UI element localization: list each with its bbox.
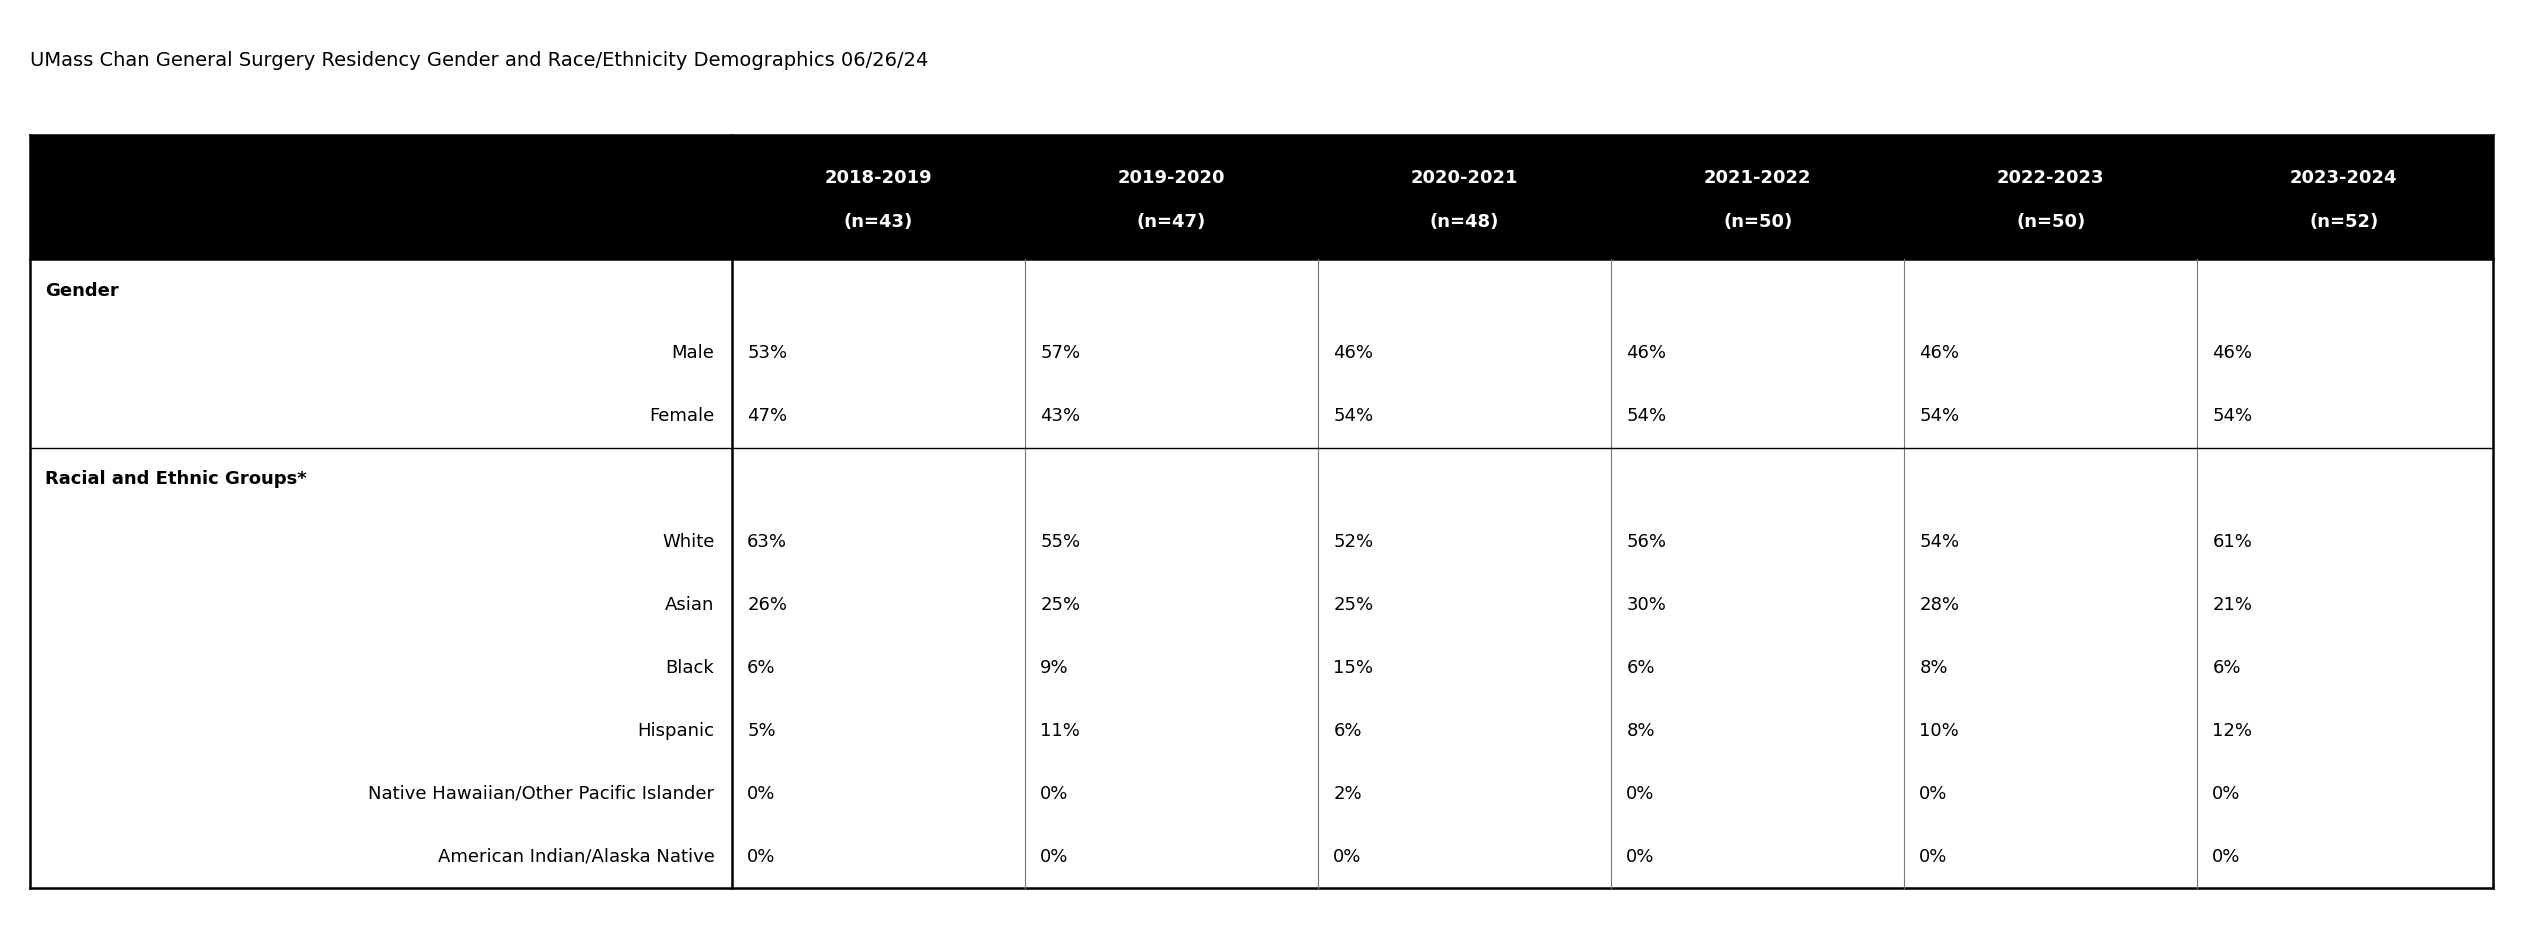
- Text: 2023-2024: 2023-2024: [2291, 169, 2397, 187]
- Text: 0%: 0%: [747, 848, 775, 866]
- Text: 6%: 6%: [1627, 659, 1655, 677]
- Text: 2%: 2%: [1332, 785, 1362, 803]
- Text: (n=43): (n=43): [845, 213, 913, 231]
- Text: 9%: 9%: [1039, 659, 1070, 677]
- Text: 54%: 54%: [1920, 533, 1960, 551]
- Text: 56%: 56%: [1627, 533, 1665, 551]
- Text: 21%: 21%: [2213, 596, 2253, 614]
- Text: 2018-2019: 2018-2019: [825, 169, 934, 187]
- Text: 54%: 54%: [1332, 407, 1373, 425]
- Text: (n=47): (n=47): [1138, 213, 1206, 231]
- Text: 12%: 12%: [2213, 722, 2253, 740]
- Text: White: White: [661, 533, 714, 551]
- Text: 54%: 54%: [2213, 407, 2253, 425]
- Text: 15%: 15%: [1332, 659, 1373, 677]
- Text: 2019-2020: 2019-2020: [1118, 169, 1226, 187]
- Text: (n=50): (n=50): [1723, 213, 1791, 231]
- Text: 0%: 0%: [1627, 785, 1655, 803]
- Text: 0%: 0%: [1627, 848, 1655, 866]
- Text: 2021-2022: 2021-2022: [1703, 169, 1812, 187]
- Text: Asian: Asian: [666, 596, 714, 614]
- Text: 30%: 30%: [1627, 596, 1665, 614]
- Text: Racial and Ethnic Groups*: Racial and Ethnic Groups*: [45, 471, 308, 488]
- Text: 61%: 61%: [2213, 533, 2253, 551]
- Text: (n=48): (n=48): [1431, 213, 1499, 231]
- Text: 46%: 46%: [1332, 344, 1373, 363]
- Text: 63%: 63%: [747, 533, 787, 551]
- Text: 6%: 6%: [1332, 722, 1362, 740]
- Text: 46%: 46%: [1627, 344, 1665, 363]
- Text: 0%: 0%: [1039, 785, 1070, 803]
- Text: 11%: 11%: [1039, 722, 1080, 740]
- Text: 54%: 54%: [1627, 407, 1665, 425]
- Text: 53%: 53%: [747, 344, 787, 363]
- Text: 6%: 6%: [747, 659, 775, 677]
- Text: 46%: 46%: [1920, 344, 1960, 363]
- Text: 28%: 28%: [1920, 596, 1960, 614]
- Text: 2022-2023: 2022-2023: [1998, 169, 2104, 187]
- Text: 43%: 43%: [1039, 407, 1080, 425]
- Text: UMass Chan General Surgery Residency Gender and Race/Ethnicity Demographics 06/2: UMass Chan General Surgery Residency Gen…: [30, 51, 928, 70]
- Text: Native Hawaiian/Other Pacific Islander: Native Hawaiian/Other Pacific Islander: [368, 785, 714, 803]
- Text: 5%: 5%: [747, 722, 777, 740]
- Text: 2020-2021: 2020-2021: [1410, 169, 1519, 187]
- Text: 0%: 0%: [1332, 848, 1362, 866]
- Text: 47%: 47%: [747, 407, 787, 425]
- Text: 6%: 6%: [2213, 659, 2240, 677]
- Text: (n=52): (n=52): [2309, 213, 2379, 231]
- Text: Black: Black: [666, 659, 714, 677]
- Text: 26%: 26%: [747, 596, 787, 614]
- Text: 46%: 46%: [2213, 344, 2253, 363]
- Text: 0%: 0%: [1920, 785, 1948, 803]
- Text: Male: Male: [671, 344, 714, 363]
- Text: Hispanic: Hispanic: [638, 722, 714, 740]
- Text: 10%: 10%: [1920, 722, 1958, 740]
- Text: American Indian/Alaska Native: American Indian/Alaska Native: [436, 848, 714, 866]
- Text: 0%: 0%: [1920, 848, 1948, 866]
- Text: 25%: 25%: [1039, 596, 1080, 614]
- Text: 0%: 0%: [2213, 785, 2240, 803]
- Text: Gender: Gender: [45, 282, 119, 299]
- Text: 8%: 8%: [1920, 659, 1948, 677]
- Text: 0%: 0%: [1039, 848, 1070, 866]
- Text: (n=50): (n=50): [2016, 213, 2087, 231]
- Text: Female: Female: [648, 407, 714, 425]
- Text: 0%: 0%: [2213, 848, 2240, 866]
- Text: 54%: 54%: [1920, 407, 1960, 425]
- Text: 55%: 55%: [1039, 533, 1080, 551]
- Text: 25%: 25%: [1332, 596, 1373, 614]
- Text: 57%: 57%: [1039, 344, 1080, 363]
- Text: 8%: 8%: [1627, 722, 1655, 740]
- Text: 0%: 0%: [747, 785, 775, 803]
- Text: 52%: 52%: [1332, 533, 1373, 551]
